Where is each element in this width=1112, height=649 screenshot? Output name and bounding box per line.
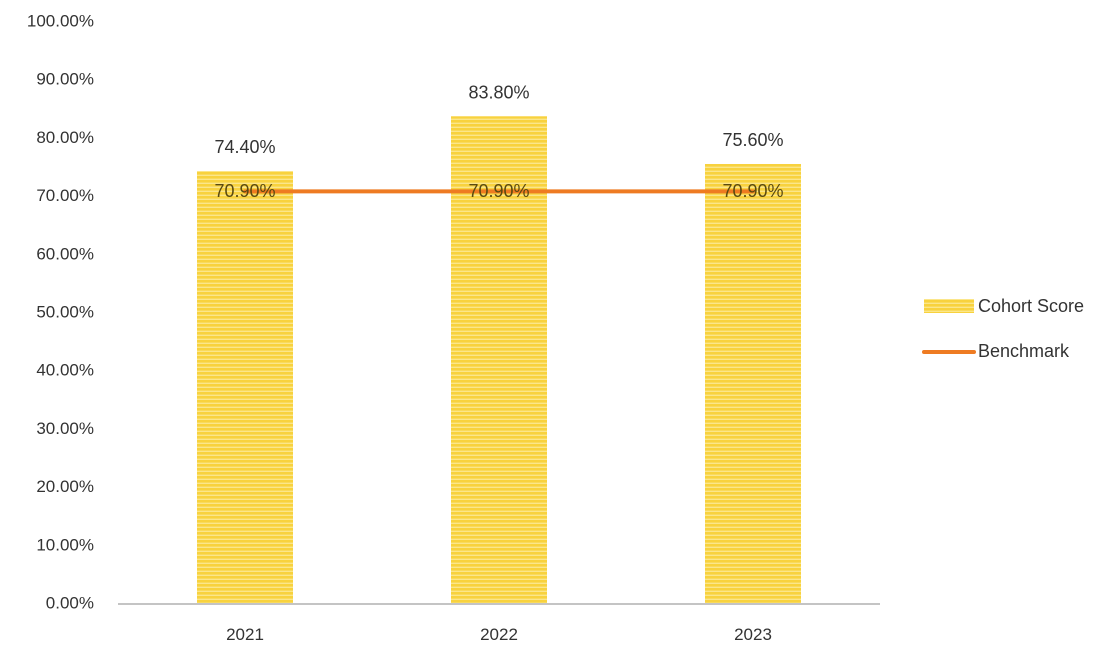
y-tick-label: 90.00% (36, 70, 94, 89)
y-tick-label: 100.00% (27, 11, 94, 30)
bar-2021 (197, 170, 293, 604)
y-tick-label: 50.00% (36, 302, 94, 321)
legend-swatch-cohort-score (924, 299, 974, 313)
benchmark-value-label: 70.90% (468, 181, 529, 201)
legend: Cohort Score Benchmark (922, 296, 1084, 361)
benchmark-point (497, 189, 501, 193)
bar-value-label: 75.60% (722, 130, 783, 150)
bar-2023 (705, 164, 801, 604)
y-tick-label: 10.00% (36, 535, 94, 554)
benchmark-point (243, 189, 247, 193)
bar-value-label: 83.80% (468, 82, 529, 102)
y-tick-label: 40.00% (36, 361, 94, 380)
y-tick-label: 0.00% (46, 593, 94, 612)
x-tick-label: 2023 (734, 625, 772, 644)
y-tick-label: 80.00% (36, 128, 94, 147)
bar-2022 (451, 116, 547, 604)
x-tick-label: 2022 (480, 625, 518, 644)
benchmark-point (751, 189, 755, 193)
x-tick-label: 2021 (226, 625, 264, 644)
legend-label-cohort-score: Cohort Score (978, 296, 1084, 316)
legend-label-benchmark: Benchmark (978, 341, 1070, 361)
benchmark-value-label: 70.90% (214, 181, 275, 201)
bar-value-label: 74.40% (214, 137, 275, 157)
y-axis: 0.00% 10.00% 20.00% 30.00% 40.00% 50.00% 60.00… (27, 11, 94, 612)
benchmark-value-label: 70.90% (722, 181, 783, 201)
y-tick-label: 30.00% (36, 419, 94, 438)
x-axis: 2021 2022 2023 (226, 625, 772, 644)
benchmark-series: 70.90% 70.90% 70.90% (214, 181, 783, 201)
y-tick-label: 70.00% (36, 186, 94, 205)
y-tick-label: 60.00% (36, 244, 94, 263)
y-tick-label: 20.00% (36, 477, 94, 496)
bars: 74.40% 83.80% 75.60% (197, 82, 801, 604)
